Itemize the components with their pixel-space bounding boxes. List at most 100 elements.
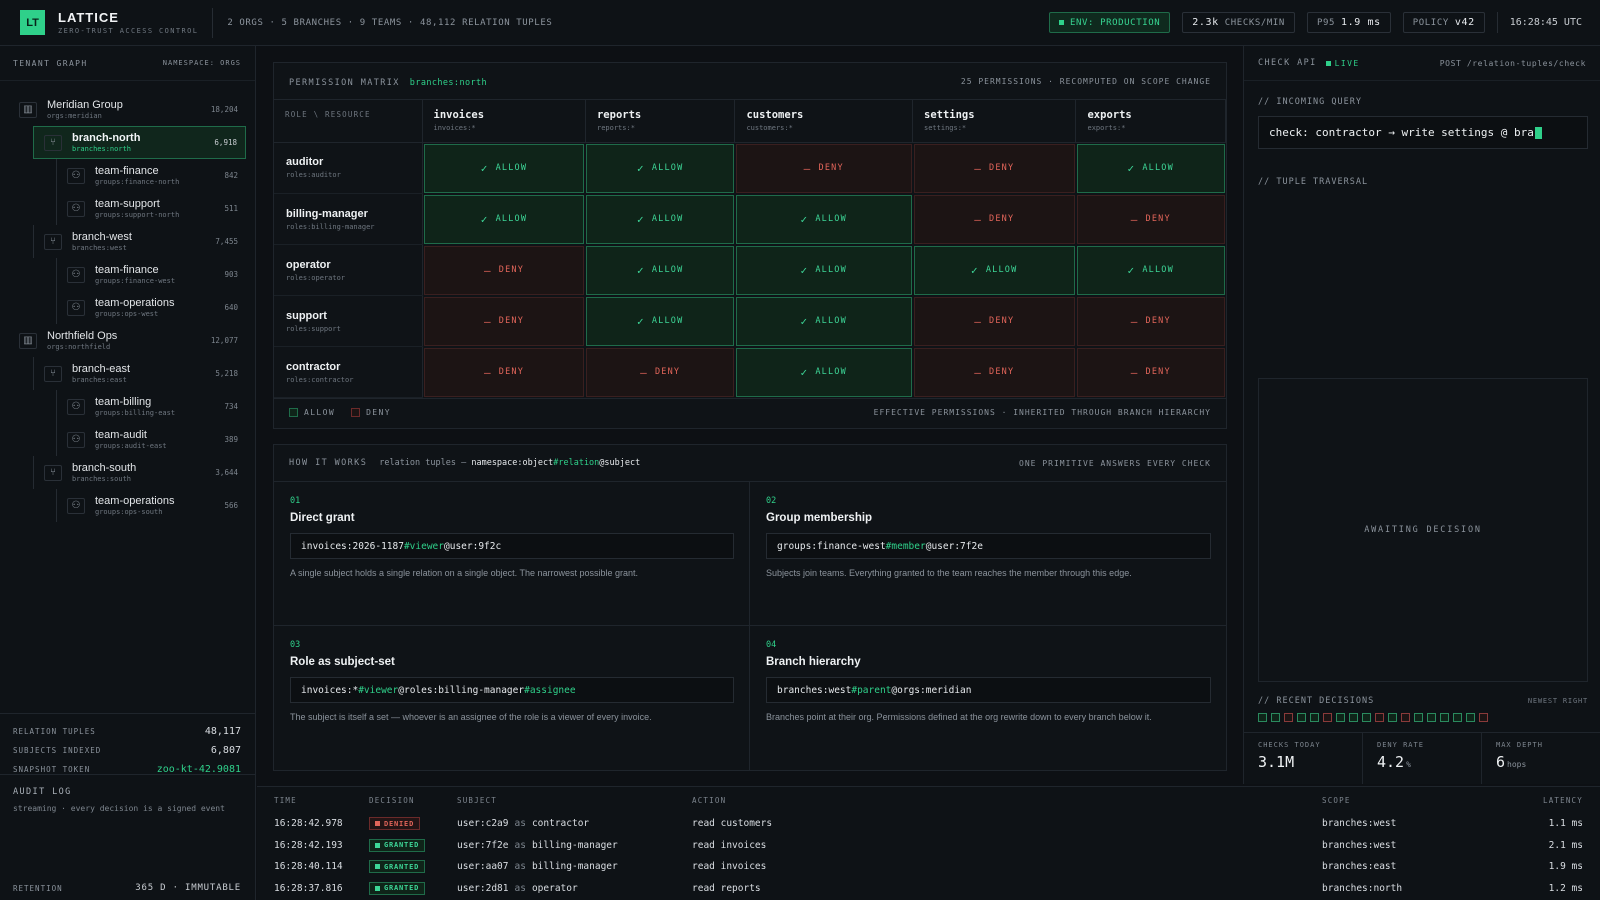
namespace-label: NAMESPACE: ORGS	[162, 59, 241, 67]
tree-node-branch[interactable]: ⑂ branch-north branches:north 6,918	[33, 126, 246, 159]
metric-value: 48,117	[204, 726, 241, 737]
concept-card: 02 Group membership groups:finance-west #me…	[750, 482, 1226, 626]
permission-cell[interactable]: ✓ ALLOW	[913, 245, 1076, 296]
permission-cell[interactable]: — DENY	[422, 245, 585, 296]
permission-cell[interactable]: — DENY	[913, 347, 1076, 398]
allow-decision-marker[interactable]	[1310, 713, 1319, 722]
decision-badge: GRANTED	[369, 838, 426, 852]
col-scope[interactable]: SCOPE	[1322, 795, 1351, 805]
permission-cell[interactable]: ✓ ALLOW	[735, 296, 913, 347]
permission-cell[interactable]: — DENY	[422, 296, 585, 347]
tree-node-branch[interactable]: ⑂ branch-west branches:west 7,455	[0, 225, 255, 258]
env-badge[interactable]: ENV: PRODUCTION	[1049, 12, 1171, 33]
tree-node-branch[interactable]: ⑂ branch-east branches:east 5,218	[0, 357, 255, 390]
audit-row[interactable]: 16:28:40.114 GRANTED user:aa07 as billing-ma…	[257, 856, 1600, 878]
recent-decisions-label: // RECENT DECISIONS	[1258, 696, 1375, 706]
deny-decision-marker[interactable]	[1284, 713, 1293, 722]
permission-cell[interactable]: ✓ ALLOW	[422, 142, 585, 194]
deny-decision-marker[interactable]	[1375, 713, 1384, 722]
concept-card: 01 Direct grant invoices:2026-1187 #viewer @…	[274, 482, 750, 626]
allow-decision-marker[interactable]	[1388, 713, 1397, 722]
audit-time: 16:28:37.816	[274, 882, 343, 894]
tree-node-org[interactable]: ▥ Northfield Ops orgs:northfield 12,077	[0, 324, 255, 357]
allow-cell: ✓ ALLOW	[1076, 245, 1225, 295]
formula-subject: @subject	[599, 458, 641, 468]
col-decision[interactable]: DECISION	[369, 795, 415, 805]
tree-node-team[interactable]: ⚇ team-operations groups:ops-west 640	[0, 291, 255, 324]
concept-title: Direct grant	[290, 512, 355, 524]
tree-node-branch[interactable]: ⑂ branch-south branches:south 3,644	[0, 456, 255, 489]
permission-cell[interactable]: — DENY	[585, 347, 734, 398]
allow-decision-marker[interactable]	[1297, 713, 1306, 722]
permission-cell[interactable]: — DENY	[913, 142, 1076, 194]
permission-cell[interactable]: — DENY	[735, 142, 913, 194]
deny-cell: — DENY	[1076, 347, 1225, 397]
permission-cell[interactable]: — DENY	[913, 194, 1076, 245]
audit-row[interactable]: 16:28:37.816 GRANTED user:2d81 as operator re…	[257, 878, 1600, 900]
deny-cell: — DENY	[423, 296, 585, 346]
team-icon: ⚇	[67, 431, 85, 448]
permission-cell[interactable]: ✓ ALLOW	[585, 142, 734, 194]
tree-node-team[interactable]: ⚇ team-support groups:support-north 511	[0, 192, 255, 225]
concept-number: 02	[766, 496, 777, 506]
resource-name: invoices	[433, 109, 485, 121]
allow-decision-marker[interactable]	[1349, 713, 1358, 722]
kpi-label: CHECKS TODAY	[1258, 741, 1321, 749]
allow-decision-marker[interactable]	[1414, 713, 1423, 722]
tree-node-team[interactable]: ⚇ team-billing groups:billing-east 734	[0, 390, 255, 423]
permission-label: DENY	[654, 367, 681, 377]
deny-decision-marker[interactable]	[1479, 713, 1488, 722]
audit-row[interactable]: 16:28:42.193 GRANTED user:7f2e as billing-ma…	[257, 835, 1600, 857]
audit-row[interactable]: 16:28:42.978 DENIED user:c2a9 as contractor r…	[257, 813, 1600, 835]
allow-decision-marker[interactable]	[1258, 713, 1267, 722]
allow-decision-marker[interactable]	[1362, 713, 1371, 722]
allow-decision-marker[interactable]	[1466, 713, 1475, 722]
resource-name: reports	[596, 109, 642, 121]
col-subject[interactable]: SUBJECT	[457, 795, 498, 805]
tree-node-team[interactable]: ⚇ team-finance groups:finance-north 842	[0, 159, 255, 192]
tuple-subject: @roles:billing-manager	[398, 684, 525, 696]
permission-cell[interactable]: ✓ ALLOW	[585, 194, 734, 245]
tree-node-org[interactable]: ▥ Meridian Group orgs:meridian 18,204	[0, 93, 255, 126]
branch-icon: ⑂	[44, 233, 62, 250]
tree-node-team[interactable]: ⚇ team-operations groups:ops-south 566	[0, 489, 255, 522]
deny-cell: — DENY	[1076, 296, 1225, 346]
allow-decision-marker[interactable]	[1271, 713, 1280, 722]
concept-description: The subject is itself a set — whoever is…	[290, 712, 652, 722]
allow-cell: ✓ ALLOW	[586, 194, 734, 244]
deny-decision-marker[interactable]	[1323, 713, 1332, 722]
tree-node-team[interactable]: ⚇ team-finance groups:finance-west 903	[0, 258, 255, 291]
permission-cell[interactable]: — DENY	[1076, 194, 1226, 245]
permission-cell[interactable]: — DENY	[913, 296, 1076, 347]
col-latency[interactable]: LATENCY	[1542, 795, 1583, 805]
permission-cell[interactable]: ✓ ALLOW	[735, 194, 913, 245]
permission-cell[interactable]: ✓ ALLOW	[735, 245, 913, 296]
col-action[interactable]: ACTION	[692, 795, 727, 805]
allow-decision-marker[interactable]	[1336, 713, 1345, 722]
allow-decision-marker[interactable]	[1440, 713, 1449, 722]
permission-cell[interactable]: — DENY	[422, 347, 585, 398]
allow-decision-marker[interactable]	[1427, 713, 1436, 722]
deny-dash-icon: —	[974, 161, 983, 175]
deny-decision-marker[interactable]	[1401, 713, 1410, 722]
permission-cell[interactable]: ✓ ALLOW	[1076, 142, 1226, 194]
permission-cell[interactable]: ✓ ALLOW	[1076, 245, 1226, 296]
incoming-query-label: // INCOMING QUERY	[1258, 97, 1362, 107]
permission-cell[interactable]: — DENY	[1076, 347, 1226, 398]
permission-cell[interactable]: ✓ ALLOW	[422, 194, 585, 245]
policy-pill[interactable]: POLICY v42	[1402, 12, 1485, 33]
query-input[interactable]: check: contractor → write settings @ bra	[1258, 116, 1588, 149]
tree-node-team[interactable]: ⚇ team-audit groups:audit-east 389	[0, 423, 255, 456]
permission-label: ALLOW	[651, 316, 684, 326]
tuple-subject-relation: #assignee	[524, 684, 576, 696]
allow-decision-marker[interactable]	[1453, 713, 1462, 722]
check-icon: ✓	[800, 263, 809, 277]
permission-cell[interactable]: ✓ ALLOW	[585, 245, 734, 296]
tree-node-namespace: branches:east	[72, 376, 127, 384]
permission-cell[interactable]: ✓ ALLOW	[585, 296, 734, 347]
col-time[interactable]: TIME	[274, 795, 297, 805]
permission-cell[interactable]: ✓ ALLOW	[735, 347, 913, 398]
snapshot-token[interactable]: zoo-kt-42.9081	[156, 764, 241, 775]
permission-cell[interactable]: — DENY	[1076, 296, 1226, 347]
subject-as: as	[514, 839, 526, 851]
